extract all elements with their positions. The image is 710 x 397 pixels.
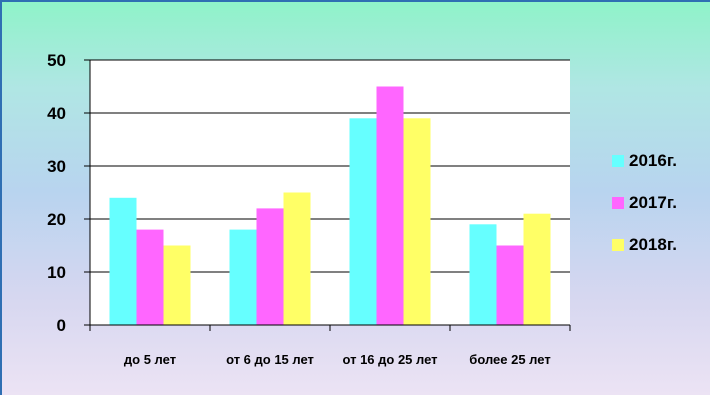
- bar-3-3: [403, 118, 431, 325]
- legend-item-2016: 2016г.: [612, 150, 708, 172]
- y-tick-label-30: 30: [47, 157, 66, 176]
- legend-item-2018: 2018г.: [612, 234, 708, 256]
- bars: [109, 86, 551, 325]
- x-tick-label-2: от 6 до 15 лет: [226, 352, 314, 367]
- legend-swatch-2017: [612, 197, 624, 209]
- y-tick-label-0: 0: [57, 316, 66, 335]
- bar-2-3: [376, 86, 404, 325]
- y-tick-label-20: 20: [47, 210, 66, 229]
- legend-swatch-2016: [612, 155, 624, 167]
- bar-3-2: [283, 192, 311, 325]
- bar-3-4: [523, 213, 551, 325]
- bar-1-2: [229, 229, 257, 325]
- bar-2-4: [496, 245, 524, 325]
- y-tick-label-50: 50: [47, 51, 66, 70]
- legend-label-2018: 2018г.: [629, 235, 677, 254]
- bar-1-3: [349, 118, 377, 325]
- bar-3-1: [163, 245, 191, 325]
- bar-2-1: [136, 229, 164, 325]
- x-tick-labels: до 5 лет от 6 до 15 лет от 16 до 25 лет бол…: [124, 352, 551, 367]
- x-tick-label-3: от 16 до 25 лет: [342, 352, 437, 367]
- legend-item-2017: 2017г.: [612, 192, 708, 214]
- legend-swatch-2018: [612, 239, 624, 251]
- x-tick-label-4: более 25 лет: [469, 352, 550, 367]
- y-tick-label-40: 40: [47, 104, 66, 123]
- legend-label-2017: 2017г.: [629, 193, 677, 212]
- bar-1-4: [469, 224, 497, 325]
- axes: [84, 59, 571, 331]
- y-tick-label-10: 10: [47, 263, 66, 282]
- y-tick-labels: 0 10 20 30 40 50: [47, 51, 66, 335]
- x-tick-label-1: до 5 лет: [124, 352, 176, 367]
- legend: 2016г. 2017г. 2018г.: [612, 150, 708, 276]
- legend-label-2016: 2016г.: [629, 151, 677, 170]
- bar-2-2: [256, 208, 284, 325]
- bar-1-1: [109, 197, 137, 325]
